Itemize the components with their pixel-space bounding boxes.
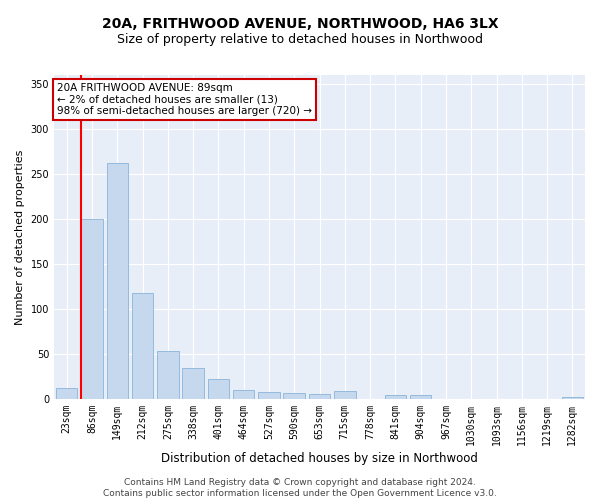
Y-axis label: Number of detached properties: Number of detached properties: [15, 150, 25, 324]
Bar: [107, 163, 128, 399]
Bar: [410, 394, 431, 399]
Bar: [56, 388, 77, 399]
Bar: [385, 394, 406, 399]
Bar: [309, 394, 330, 399]
Bar: [81, 219, 103, 399]
Bar: [258, 392, 280, 399]
Text: Size of property relative to detached houses in Northwood: Size of property relative to detached ho…: [117, 32, 483, 46]
Text: 20A FRITHWOOD AVENUE: 89sqm
← 2% of detached houses are smaller (13)
98% of semi: 20A FRITHWOOD AVENUE: 89sqm ← 2% of deta…: [56, 83, 311, 116]
Bar: [562, 398, 583, 399]
Bar: [157, 352, 179, 399]
Bar: [283, 393, 305, 399]
Bar: [233, 390, 254, 399]
X-axis label: Distribution of detached houses by size in Northwood: Distribution of detached houses by size …: [161, 452, 478, 465]
Bar: [334, 391, 356, 399]
Bar: [132, 293, 153, 399]
Bar: [182, 368, 204, 399]
Text: 20A, FRITHWOOD AVENUE, NORTHWOOD, HA6 3LX: 20A, FRITHWOOD AVENUE, NORTHWOOD, HA6 3L…: [101, 18, 499, 32]
Bar: [208, 380, 229, 399]
Text: Contains HM Land Registry data © Crown copyright and database right 2024.
Contai: Contains HM Land Registry data © Crown c…: [103, 478, 497, 498]
